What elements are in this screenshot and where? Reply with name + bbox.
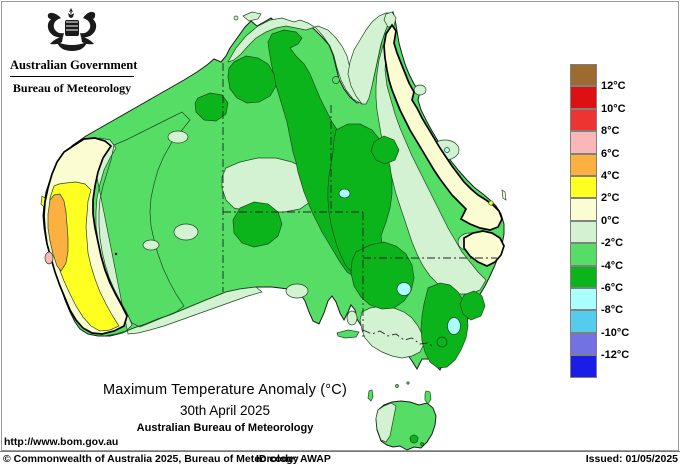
bom-logo: Australian Government Bureau of Meteorol… <box>10 6 137 96</box>
tiwi-islands <box>242 11 262 22</box>
station-dot <box>114 252 118 256</box>
legend-label: -4°C <box>601 259 624 272</box>
legend-swatch <box>570 64 597 87</box>
legend-label: 4°C <box>601 170 620 182</box>
legend-swatch <box>570 220 597 244</box>
legend-label: 0°C <box>601 214 620 227</box>
pale-green-regions <box>89 11 487 359</box>
map-date: 30th April 2025 <box>179 403 271 418</box>
warm-band-regions <box>44 181 494 332</box>
footer-bar: © Commonwealth of Australia 2025, Bureau… <box>0 453 680 467</box>
legend-swatch <box>570 131 597 154</box>
flinders-island <box>424 390 432 405</box>
temperature-legend: 12°C 10°C 8°C 6°C 4°C 2°C 0°C -2°C -4°C -6°C -8°C -… <box>570 64 670 378</box>
bom-url: http://www.bom.gov.au <box>4 436 119 448</box>
groote-eylandt <box>332 76 340 84</box>
legend-swatch <box>570 243 597 266</box>
brisbane-warm-dot <box>488 200 494 206</box>
king-island <box>367 389 374 402</box>
legend-label: -2°C <box>601 237 624 250</box>
legend-label: -8°C <box>601 304 624 317</box>
footer-divider <box>0 451 680 452</box>
legend-swatch <box>570 355 597 378</box>
legend-label: 6°C <box>601 147 620 160</box>
map-title: Maximum Temperature Anomaly (°C) <box>102 382 347 398</box>
cold-spot-regions <box>338 147 461 335</box>
legend-swatch <box>570 86 597 109</box>
legend-swatch <box>570 288 597 311</box>
id-code-text: ID code: AWAP <box>256 453 331 465</box>
map-source: Australian Bureau of Meteorology <box>136 422 314 434</box>
legend-swatch <box>570 108 597 132</box>
legend-swatch <box>570 332 597 356</box>
legend-swatch <box>570 153 597 176</box>
government-title: Australian Government <box>10 58 137 77</box>
bureau-title: Bureau of Meteorology <box>12 81 132 95</box>
kangaroo-island <box>336 329 360 339</box>
island <box>233 15 239 21</box>
issued-text: Issued: 01/05/2025 <box>585 453 678 465</box>
legend-label: -10°C <box>601 326 630 339</box>
legend-label: -6°C <box>601 282 624 294</box>
legend-label: 2°C <box>601 192 620 205</box>
legend-swatch <box>570 176 597 199</box>
legend-swatch <box>570 310 597 333</box>
copyright-text: © Commonwealth of Australia 2025, Bureau… <box>3 453 299 465</box>
fraser-island <box>501 189 507 201</box>
legend-swatch <box>570 198 597 221</box>
legend-swatch <box>570 265 597 288</box>
legend-label: 12°C <box>601 80 626 93</box>
legend-label: 8°C <box>601 125 620 138</box>
legend-label: 10°C <box>601 102 626 115</box>
legend-label: -12°C <box>601 349 630 362</box>
title-block: Maximum Temperature Anomaly (°C) 30th Ap… <box>25 382 425 434</box>
tasmania <box>367 381 437 451</box>
state-borders <box>222 63 497 348</box>
coat-of-arms-icon <box>47 8 97 51</box>
